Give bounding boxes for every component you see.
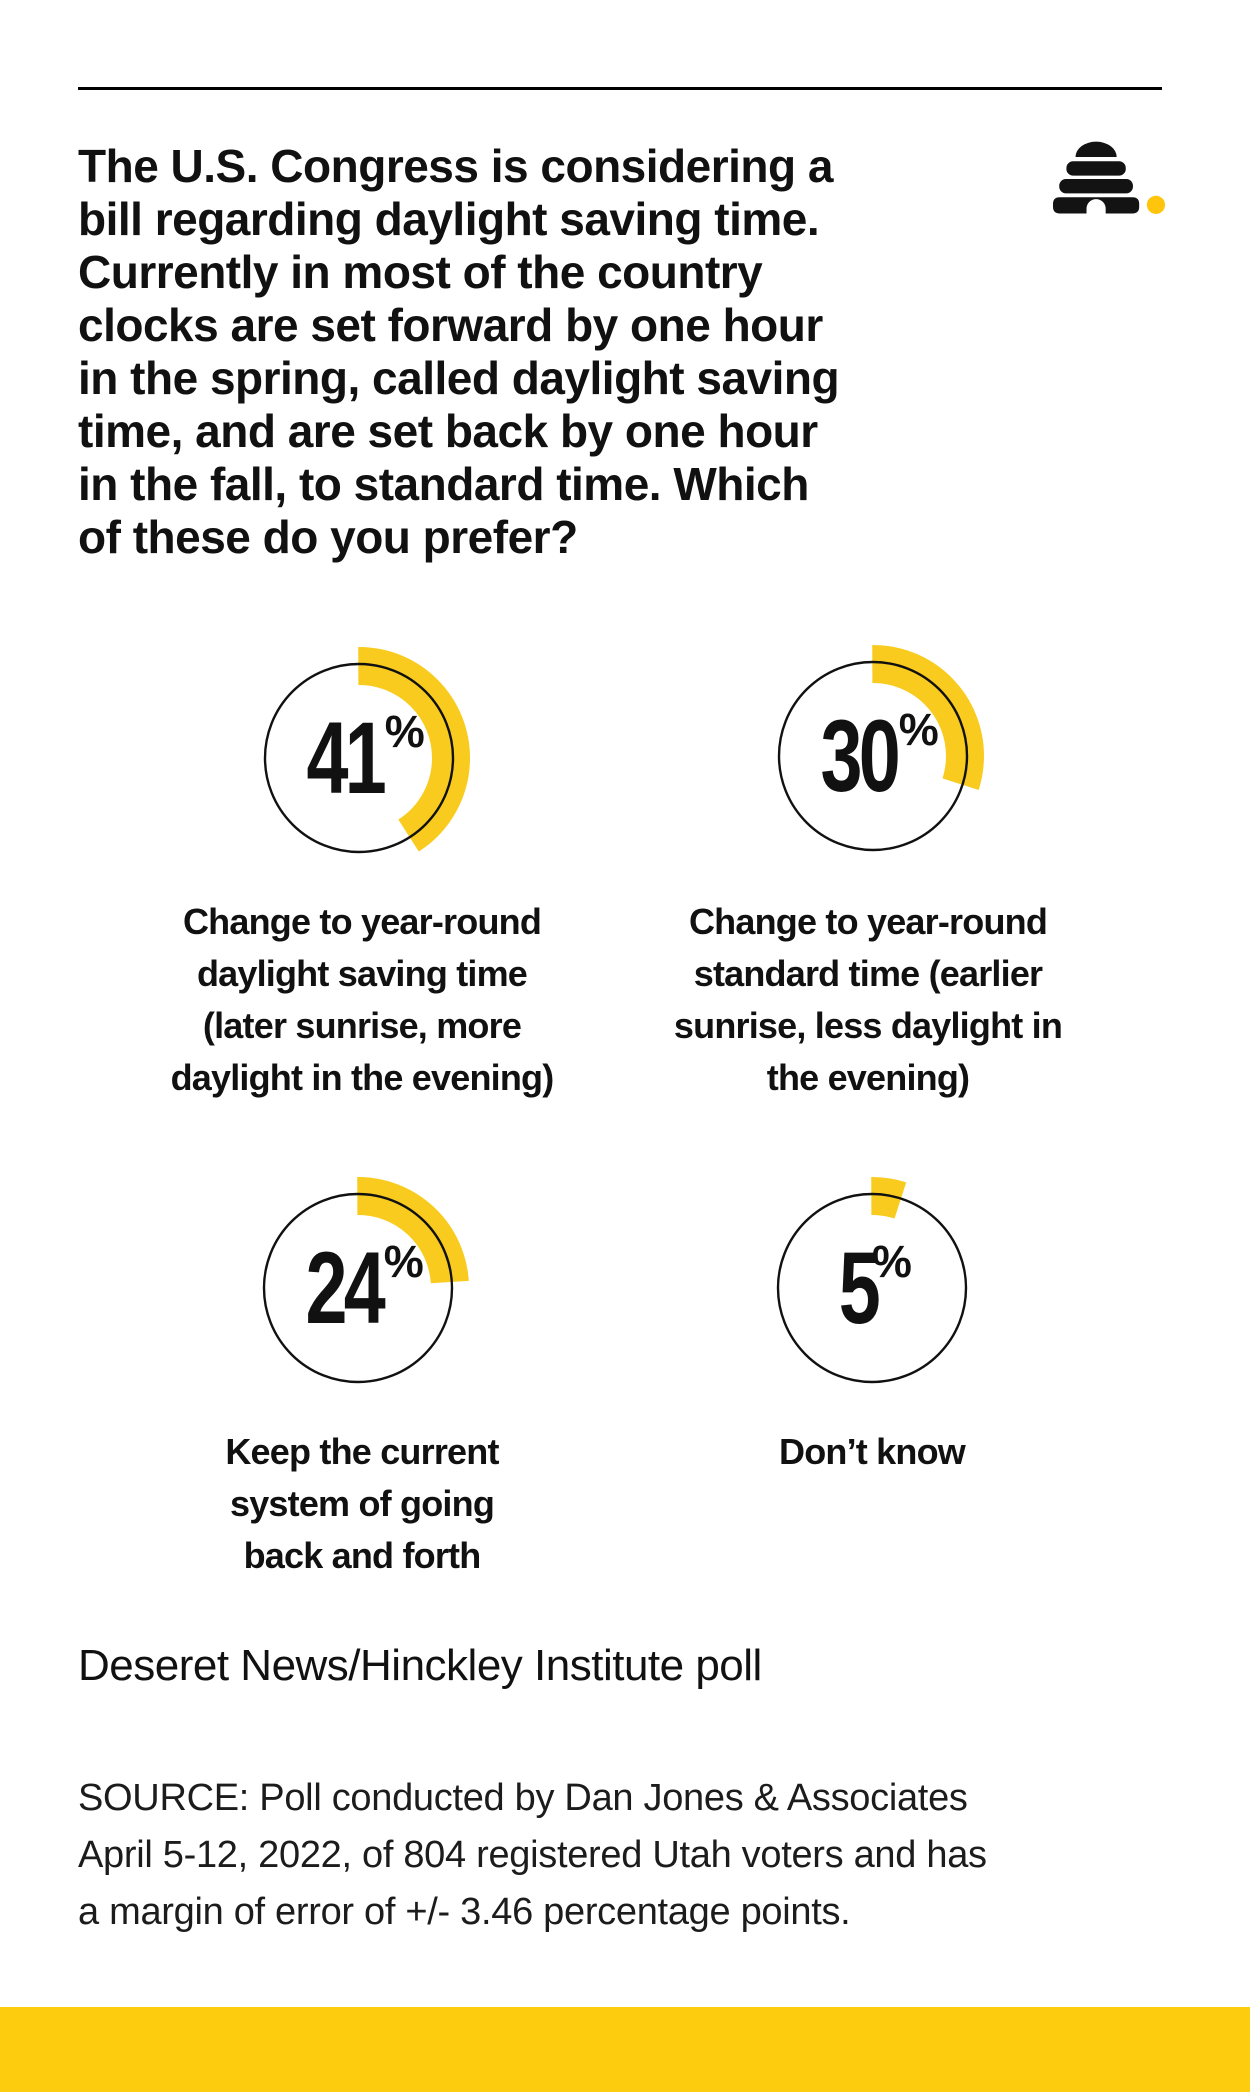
- gauge-label-year-round-dst: Change to year-round daylight saving tim…: [170, 901, 555, 1098]
- bottom-yellow-bar: [0, 2007, 1250, 2092]
- gauge-dont-know: 5 %: [757, 1173, 987, 1403]
- gauge-percent-number: 41: [306, 701, 387, 815]
- gauge-keep-current-system: 24 %: [243, 1173, 473, 1403]
- percent-sign: %: [898, 703, 939, 755]
- gauge-percent-number: 30: [820, 699, 901, 813]
- gauge-label-year-round-standard: Change to year-round standard time (earl…: [673, 901, 1063, 1098]
- poll-question-text: The U.S. Congress is considering a bill …: [78, 140, 840, 563]
- gauge-ring-icon: [247, 1177, 469, 1399]
- poll-attribution-title: Deseret News/Hinckley Institute poll: [78, 1641, 762, 1690]
- percent-sign: %: [871, 1235, 912, 1287]
- gauge-ring-icon: [762, 645, 984, 867]
- gauge-year-round-standard: 30 %: [758, 641, 988, 871]
- percent-sign: %: [384, 705, 425, 757]
- gauge-label-keep-current-system: Keep the current system of going back an…: [225, 1431, 499, 1576]
- gauge-ring-icon: [248, 647, 470, 869]
- gauge-year-round-dst: 41 %: [244, 643, 474, 873]
- gauge-percent-number: 24: [305, 1231, 386, 1345]
- percent-sign: %: [383, 1235, 424, 1287]
- gauge-value: 24 %: [243, 1173, 473, 1403]
- gauge-percent-number: 5: [838, 1231, 881, 1345]
- gauge-value: 30 %: [758, 641, 988, 871]
- beehive-icon: [1053, 141, 1166, 214]
- gauge-value: 5 %: [757, 1173, 987, 1403]
- gauge-ring-icon: [761, 1177, 983, 1399]
- gauge-value: 41 %: [244, 643, 474, 873]
- logo-yellow-dot: [1146, 195, 1166, 214]
- source-note: SOURCE: Poll conducted by Dan Jones & As…: [78, 1777, 987, 1933]
- gauge-label-dont-know: Don’t know: [779, 1431, 966, 1472]
- beehive-logo-icon: [1053, 141, 1166, 217]
- top-divider-rule: [78, 87, 1162, 90]
